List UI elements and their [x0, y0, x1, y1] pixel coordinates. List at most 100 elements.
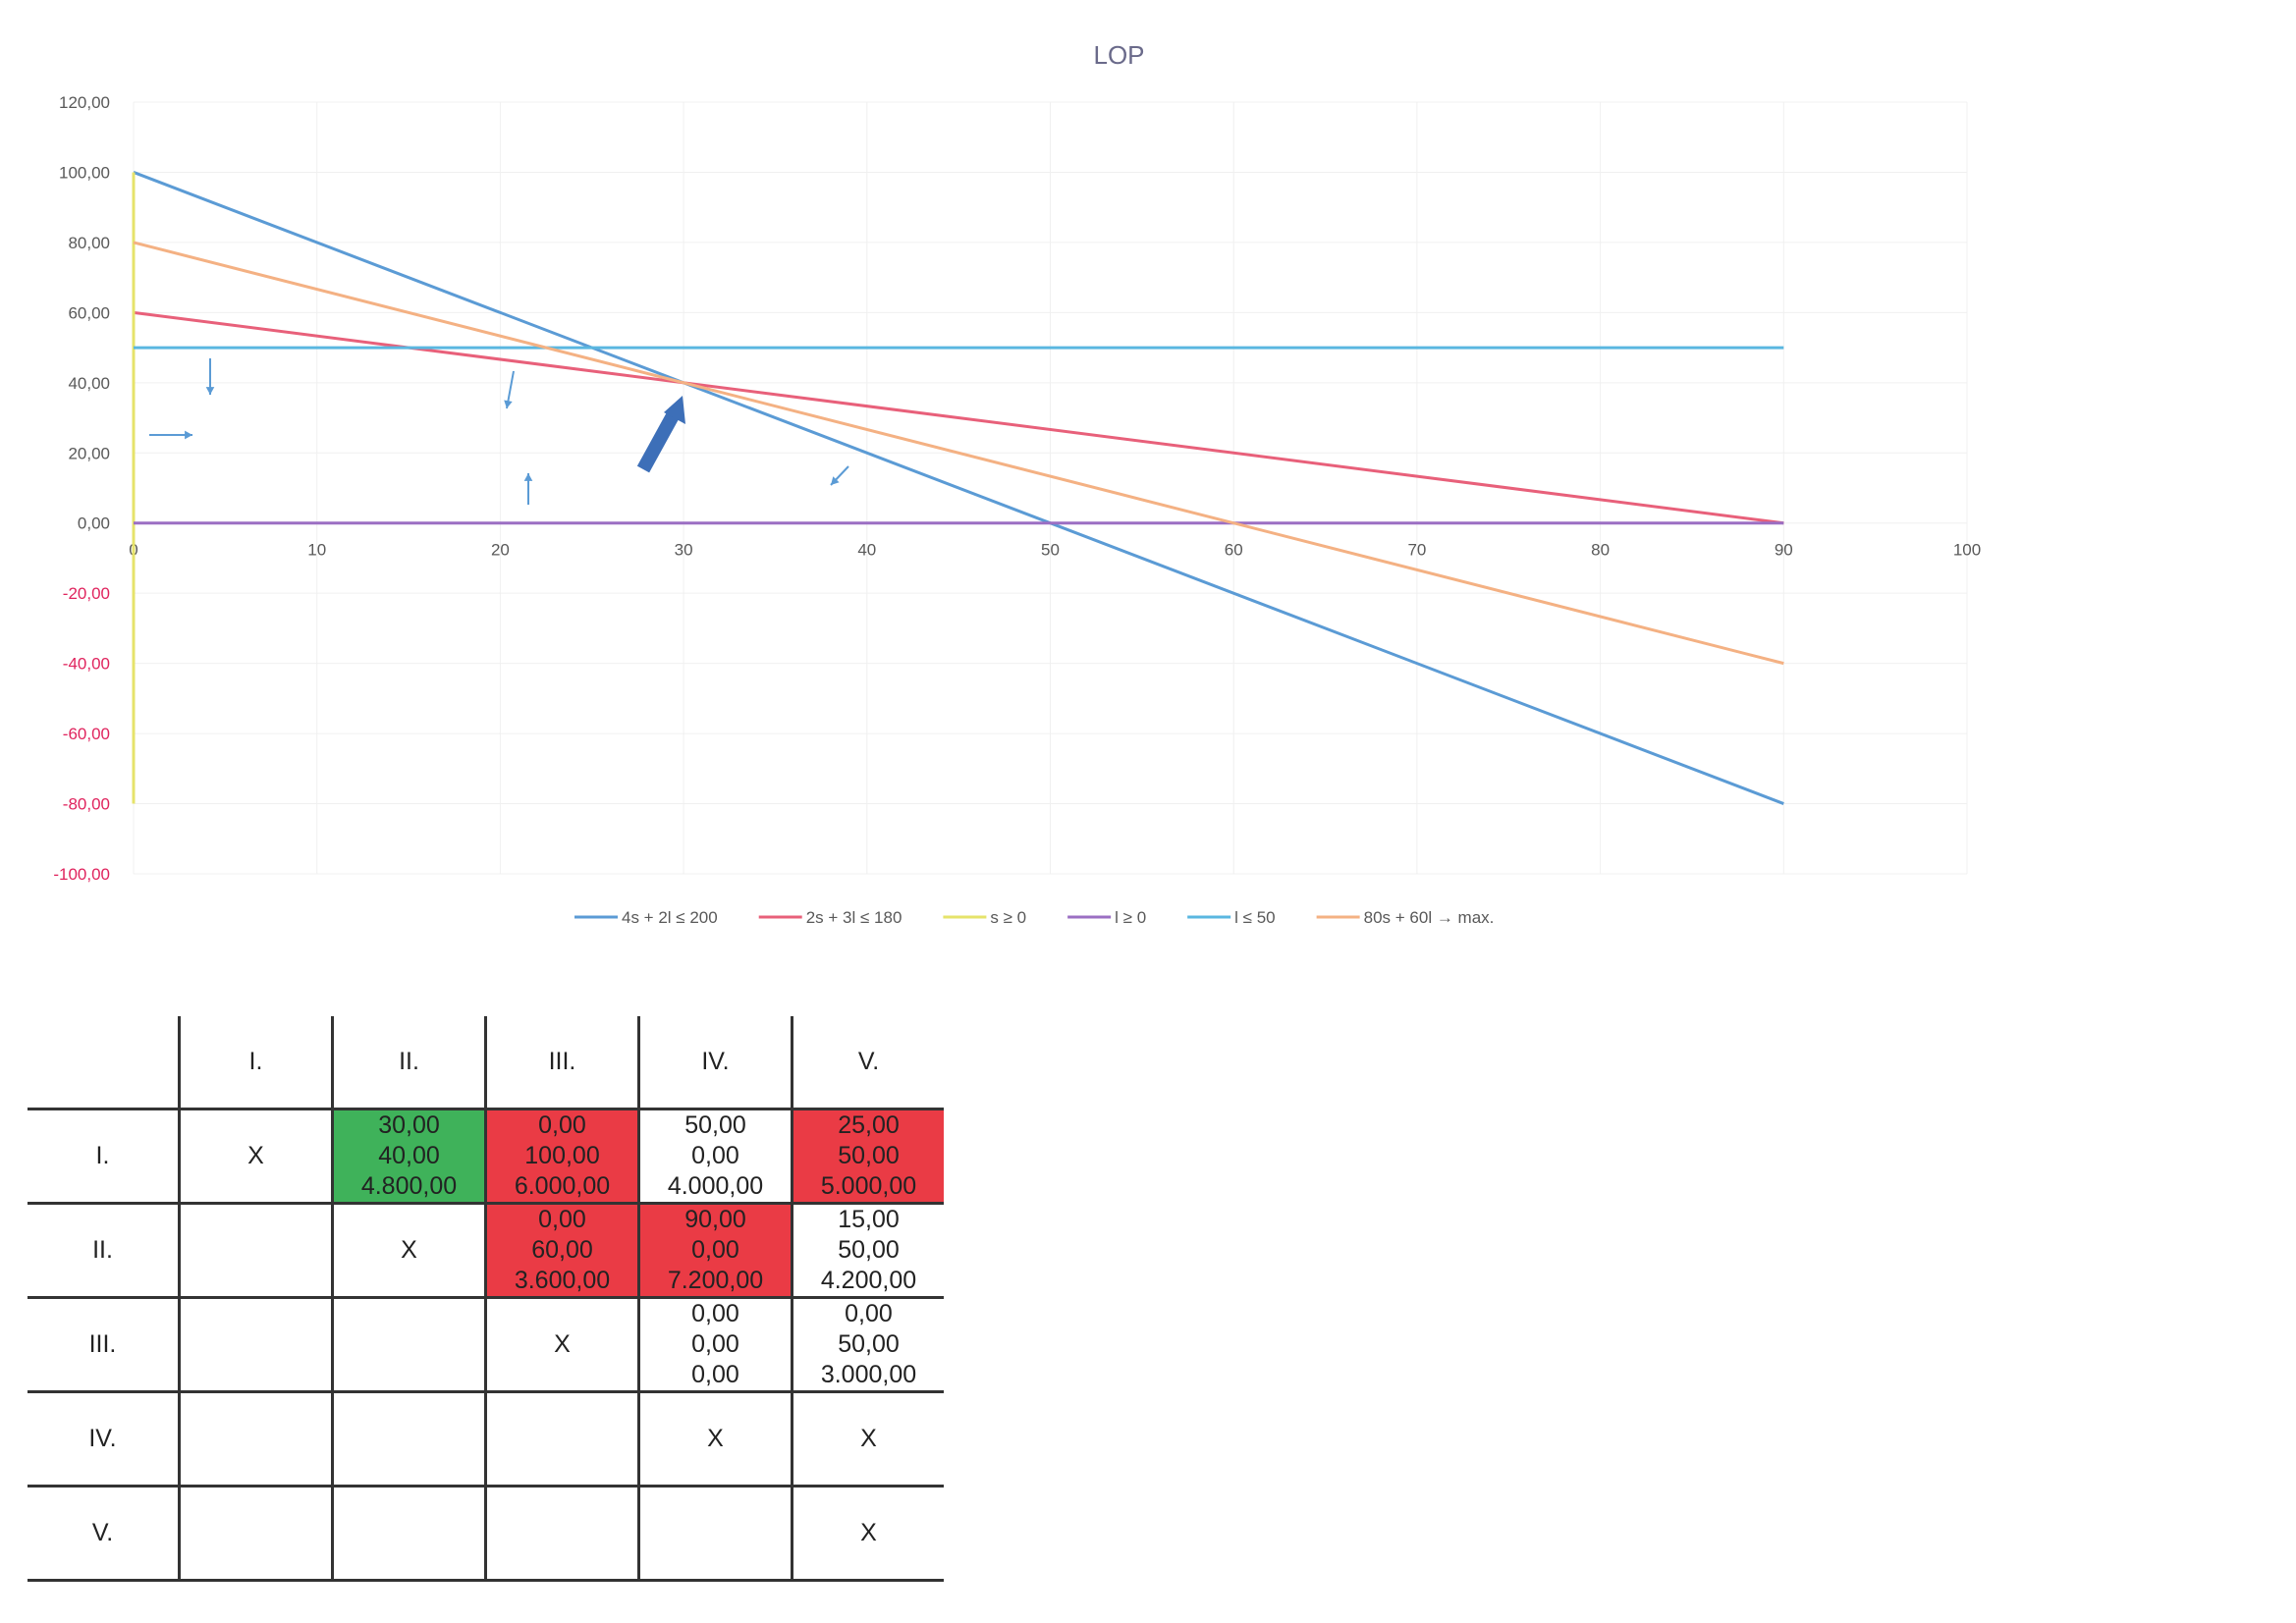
- table-cell: [484, 1391, 639, 1488]
- column-header: III.: [484, 1016, 639, 1110]
- table-cell: [331, 1297, 486, 1393]
- legend-entry: s ≥ 0: [990, 908, 1026, 927]
- column-header: II.: [331, 1016, 486, 1110]
- legend-entry: 2s + 3l ≤ 180: [806, 908, 902, 927]
- cell-value: 6.000,00: [514, 1172, 611, 1200]
- chart-svg: 120,00 100,00 80,00 60,00 40,00 20,00 0,00 -20,…: [53, 40, 1981, 927]
- table-cell: [178, 1391, 333, 1488]
- x-tick-label: 50: [1041, 541, 1060, 560]
- x-tick-label: 90: [1775, 541, 1793, 560]
- table-cell: [331, 1486, 486, 1582]
- table-cell: X: [178, 1109, 333, 1205]
- table-row: IV. X X: [27, 1391, 944, 1488]
- cell-value: X: [401, 1236, 417, 1264]
- cell-value: X: [247, 1142, 264, 1169]
- optimum-arrow: [636, 406, 683, 473]
- x-tick-label: 80: [1591, 541, 1610, 560]
- region-arrow-head: [504, 400, 513, 408]
- row-header: IV.: [27, 1391, 180, 1488]
- legend-entry: 80s + 60l → max.: [1364, 908, 1495, 927]
- cell-value: 0,00: [845, 1300, 893, 1327]
- table-cell: X: [331, 1203, 486, 1299]
- cell-value: 0,00: [691, 1330, 739, 1358]
- table-cell: [178, 1297, 333, 1393]
- lop-chart: 120,00 100,00 80,00 60,00 40,00 20,00 0,00 -20,…: [53, 40, 1981, 927]
- y-tick-label: -40,00: [63, 655, 110, 674]
- cell-value: 50,00: [684, 1111, 746, 1139]
- y-tick-label: -60,00: [63, 725, 110, 743]
- legend-entry: 4s + 2l ≤ 200: [622, 908, 718, 927]
- column-header: [27, 1016, 180, 1110]
- cell-value: X: [554, 1330, 571, 1358]
- table-cell: X: [791, 1486, 944, 1582]
- chart-title: LOP: [1093, 40, 1144, 70]
- cell-value: 4.000,00: [667, 1172, 764, 1200]
- y-tick-label: 60,00: [68, 303, 110, 322]
- y-tick-label: -80,00: [63, 795, 110, 814]
- cell-value: 100,00: [524, 1142, 600, 1169]
- cell-value: 5.000,00: [820, 1172, 917, 1200]
- cell-value: 0,00: [538, 1206, 586, 1233]
- table-row: I. X 30,00 40,00 4.800,00 0,00 100,00 6.000,00 5…: [27, 1109, 944, 1205]
- cell-value: 60,00: [531, 1236, 593, 1264]
- cell-value: 4.800,00: [360, 1172, 458, 1200]
- table-cell: [484, 1486, 639, 1582]
- table-row: V. X: [27, 1486, 944, 1582]
- cell-value: X: [860, 1425, 877, 1452]
- table-cell: 30,00 40,00 4.800,00: [331, 1109, 486, 1205]
- table-cell: 15,00 50,00 4.200,00: [791, 1203, 944, 1299]
- x-tick-label: 10: [307, 541, 326, 560]
- y-tick-label: 0,00: [78, 514, 110, 533]
- x-tick-label: 20: [491, 541, 510, 560]
- series-line: [133, 310, 1784, 525]
- x-tick-label: 70: [1407, 541, 1426, 560]
- cell-value: 0,00: [691, 1361, 739, 1388]
- region-arrow-head: [831, 476, 840, 485]
- region-arrow-head: [185, 430, 192, 440]
- cell-value: 50,00: [838, 1236, 900, 1264]
- region-arrow-head: [523, 473, 533, 481]
- y-tick-label: 100,00: [59, 163, 110, 182]
- cell-value: 30,00: [378, 1111, 440, 1139]
- table-cell: X: [791, 1391, 944, 1488]
- table-row: II. X 0,00 60,00 3.600,00 90,00 0,00 7.200,00 15…: [27, 1203, 944, 1299]
- table-header-row: I. II. III. IV. V.: [27, 1016, 944, 1110]
- table-cell: [178, 1203, 333, 1299]
- cell-value: 0,00: [691, 1236, 739, 1264]
- table-cell: 0,00 0,00 0,00: [637, 1297, 793, 1393]
- row-header: III.: [27, 1297, 180, 1393]
- y-tick-label: -100,00: [53, 865, 110, 884]
- row-header: V.: [27, 1486, 180, 1582]
- table-cell: 50,00 0,00 4.000,00: [637, 1109, 793, 1205]
- cell-value: 4.200,00: [820, 1267, 917, 1294]
- series-line: [133, 171, 1784, 805]
- cell-value: 90,00: [684, 1206, 746, 1233]
- cell-value: 3.000,00: [820, 1361, 917, 1388]
- table-cell: X: [484, 1297, 639, 1393]
- table-cell: [178, 1486, 333, 1582]
- column-header: V.: [791, 1016, 944, 1110]
- region-arrow-head: [205, 387, 215, 395]
- table-cell: X: [637, 1391, 793, 1488]
- x-tick-label: 40: [857, 541, 876, 560]
- y-tick-label: -20,00: [63, 584, 110, 603]
- table-cell: 90,00 0,00 7.200,00: [637, 1203, 793, 1299]
- y-tick-label: 20,00: [68, 444, 110, 462]
- cell-value: 0,00: [691, 1142, 739, 1169]
- x-tick-label: 30: [675, 541, 693, 560]
- series-line: [133, 241, 1784, 666]
- optimum-arrow-head: [664, 396, 685, 424]
- row-header: II.: [27, 1203, 180, 1299]
- y-tick-label: 40,00: [68, 374, 110, 393]
- y-tick-label: 80,00: [68, 234, 110, 252]
- cell-value: 50,00: [838, 1142, 900, 1169]
- table-cell: [331, 1391, 486, 1488]
- x-tick-label: 100: [1953, 541, 1981, 560]
- table-cell: 25,00 50,00 5.000,00: [791, 1109, 944, 1205]
- table-cell: 0,00 50,00 3.000,00: [791, 1297, 944, 1393]
- y-tick-label: 120,00: [59, 93, 110, 112]
- cell-value: 15,00: [838, 1206, 900, 1233]
- legend-entry: l ≤ 50: [1234, 908, 1275, 927]
- cell-value: 3.600,00: [514, 1267, 611, 1294]
- table-cell: 0,00 100,00 6.000,00: [484, 1109, 639, 1205]
